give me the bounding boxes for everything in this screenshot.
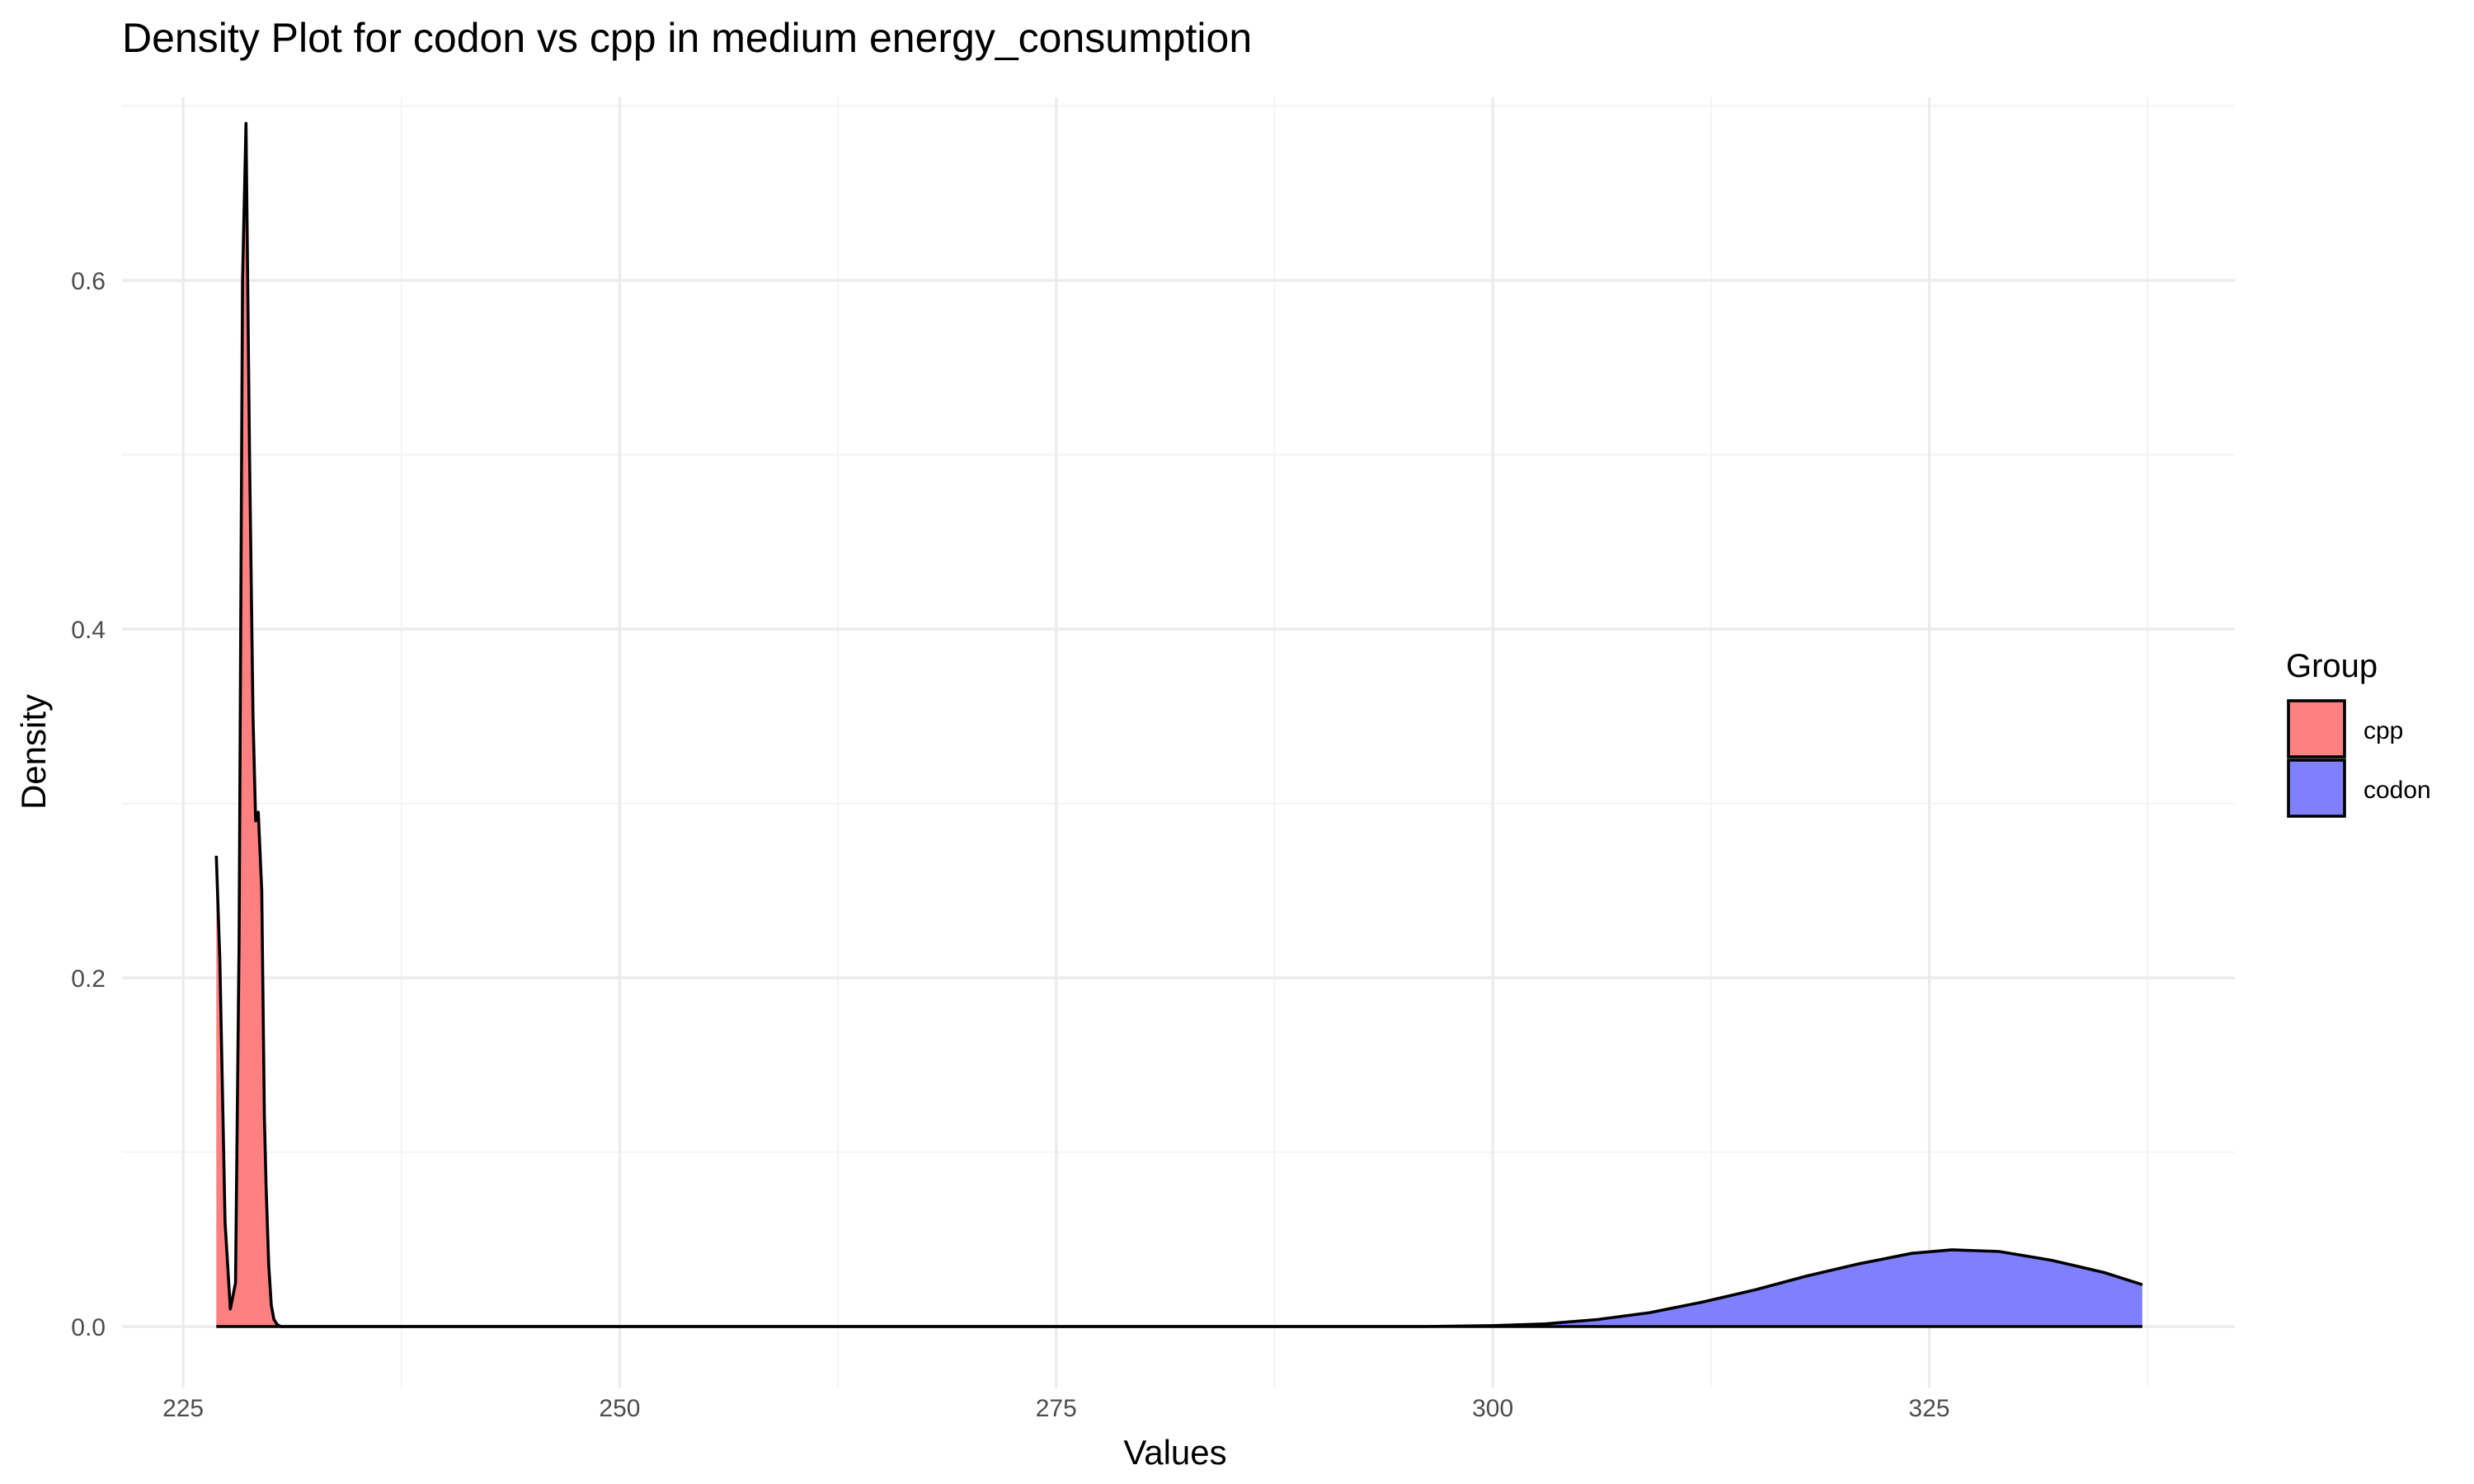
y-tick-label: 0.2 — [71, 965, 106, 993]
legend-items: cpp codon — [2287, 699, 2431, 818]
y-tick-label: 0.0 — [71, 1314, 106, 1341]
major-gridlines — [122, 97, 2235, 1388]
density-areas — [216, 123, 2142, 1327]
legend-label-codon: codon — [2363, 777, 2431, 804]
legend: Group cpp codon — [2286, 648, 2431, 818]
chart-title: Density Plot for codon vs cpp in medium … — [122, 15, 1252, 61]
legend-title: Group — [2286, 648, 2378, 684]
x-tick-label: 250 — [599, 1395, 640, 1422]
y-axis-title: Density — [14, 694, 53, 810]
legend-label-cpp: cpp — [2363, 717, 2403, 744]
legend-key-codon — [2287, 758, 2346, 818]
minor-gridlines — [122, 97, 2235, 1388]
y-tick-label: 0.4 — [71, 617, 106, 644]
y-axis-ticks: 0.0 0.2 0.4 0.6 — [71, 268, 106, 1341]
density-lines — [214, 121, 2143, 1328]
x-tick-label: 300 — [1472, 1395, 1513, 1422]
density-area-cpp — [216, 123, 2142, 1327]
legend-key-cpp — [2287, 699, 2346, 758]
x-tick-label: 275 — [1036, 1395, 1077, 1422]
x-tick-label: 325 — [1908, 1395, 1950, 1422]
density-line-cpp — [214, 121, 2142, 1328]
density-area-codon — [216, 1249, 2142, 1327]
x-tick-label: 225 — [162, 1395, 204, 1422]
x-axis-ticks: 225 250 275 300 325 — [162, 1395, 1950, 1422]
density-line-codon — [216, 1248, 2143, 1328]
y-tick-label: 0.6 — [71, 268, 106, 295]
x-axis-title: Values — [1123, 1433, 1226, 1472]
